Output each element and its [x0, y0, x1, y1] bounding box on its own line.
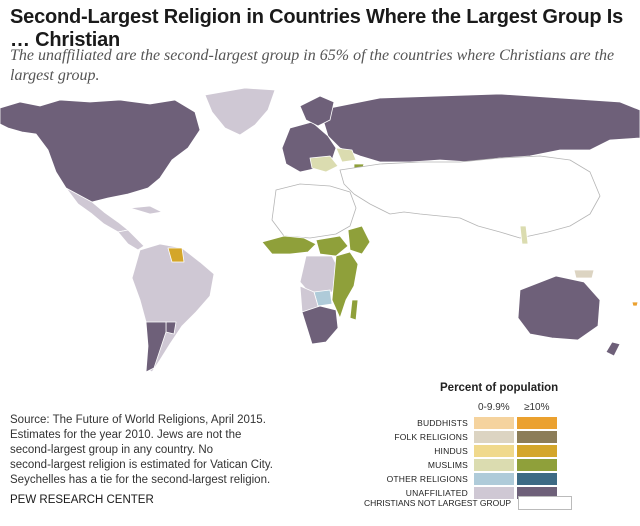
- scandinavia: [299, 95, 335, 127]
- philippines: [519, 225, 529, 245]
- australia: [517, 275, 601, 341]
- new-zealand: [605, 341, 621, 357]
- papua: [573, 269, 595, 279]
- east-africa: [331, 251, 359, 319]
- legend-col-high: ≥10%: [524, 402, 550, 413]
- legend-swatch-low: [474, 431, 514, 443]
- legend-label: MUSLIMS: [427, 460, 468, 470]
- legend-swatch-low: [474, 473, 514, 485]
- source-note: Source: The Future of World Religions, A…: [10, 413, 310, 488]
- caribbean: [129, 205, 163, 215]
- russia: [319, 93, 640, 163]
- world-map: [0, 87, 640, 373]
- west-africa: [261, 235, 317, 255]
- central-america: [117, 229, 145, 251]
- drc: [299, 255, 341, 297]
- asia: [339, 155, 601, 239]
- legend-label: BUDDHISTS: [417, 418, 468, 428]
- legend-not-largest: CHRISTIANS NOT LARGEST GROUP: [356, 496, 636, 510]
- source-line: Source: The Future of World Religions, A…: [10, 414, 266, 426]
- legend-col-low: 0-9.9%: [478, 402, 510, 413]
- legend-swatch-low: [474, 459, 514, 471]
- fiji: [631, 301, 639, 307]
- legend-swatch-high: [517, 445, 557, 457]
- legend-row-buddhists: BUDDHISTS: [360, 416, 630, 430]
- legend-label: UNAFFILIATED: [405, 488, 468, 498]
- legend-swatch-low: [474, 445, 514, 457]
- southern-africa: [301, 305, 339, 345]
- north-america: [0, 99, 201, 203]
- legend-swatch-high: [517, 431, 557, 443]
- source-line: second-largest group in any country. No: [10, 444, 214, 456]
- legend-swatch-high: [517, 473, 557, 485]
- chart-title: Second-Largest Religion in Countries Whe…: [10, 6, 624, 51]
- southern-cone: [145, 321, 167, 373]
- legend-swatch-low: [474, 417, 514, 429]
- ukraine: [335, 147, 357, 163]
- legend-row-muslims: MUSLIMS: [360, 458, 630, 472]
- chart-subtitle: The unaffiliated are the second-largest …: [10, 47, 615, 84]
- legend-label: OTHER RELIGIONS: [386, 474, 468, 484]
- central-africa: [315, 235, 349, 257]
- legend-swatch-high: [517, 417, 557, 429]
- south-america: [131, 243, 215, 373]
- guianas: [167, 247, 185, 263]
- source-line: Seychelles has a tie for the second-larg…: [10, 474, 271, 486]
- ethiopia: [347, 225, 371, 255]
- legend-label: HINDUS: [434, 446, 468, 456]
- greenland: [204, 87, 276, 136]
- north-africa: [271, 183, 357, 239]
- credit: PEW RESEARCH CENTER: [10, 494, 154, 506]
- legend-not-largest-swatch: [518, 496, 572, 510]
- uruguay: [165, 321, 177, 335]
- legend-swatch-low: [474, 487, 514, 499]
- balkans: [309, 155, 339, 173]
- legend-not-largest-label: CHRISTIANS NOT LARGEST GROUP: [363, 498, 511, 508]
- legend-swatch-high: [517, 459, 557, 471]
- source-line: second-largest religion is estimated for…: [10, 459, 273, 471]
- legend-row-hindus: HINDUS: [360, 444, 630, 458]
- source-line: Estimates for the year 2010. Jews are no…: [10, 429, 242, 441]
- madagascar: [349, 299, 359, 321]
- legend-label: FOLK RELIGIONS: [394, 432, 468, 442]
- legend-title: Percent of population: [440, 382, 559, 394]
- legend-row-other-religions: OTHER RELIGIONS: [360, 472, 630, 486]
- legend-row-folk-religions: FOLK RELIGIONS: [360, 430, 630, 444]
